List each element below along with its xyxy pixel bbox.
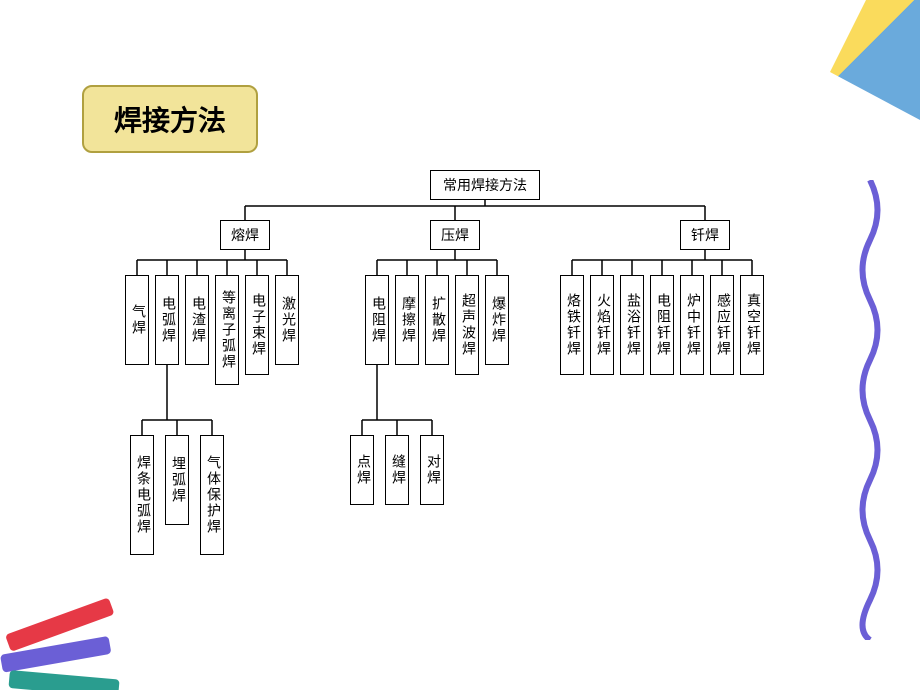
tree-node: 点焊 bbox=[350, 435, 374, 505]
tree-node: 钎焊 bbox=[680, 220, 730, 250]
tree-node: 激光焊 bbox=[275, 275, 299, 365]
tree-node: 埋弧焊 bbox=[165, 435, 189, 525]
tree-node: 火焰钎焊 bbox=[590, 275, 614, 375]
tree-node: 电弧焊 bbox=[155, 275, 179, 365]
tree-node: 对焊 bbox=[420, 435, 444, 505]
tree-node: 爆炸焊 bbox=[485, 275, 509, 365]
squiggle-decoration bbox=[855, 180, 885, 640]
tree-node: 气焊 bbox=[125, 275, 149, 365]
tree-node: 摩擦焊 bbox=[395, 275, 419, 365]
tree-node: 气体保护焊 bbox=[200, 435, 224, 555]
tree-node: 熔焊 bbox=[220, 220, 270, 250]
tree-node: 炉中钎焊 bbox=[680, 275, 704, 375]
page-title: 焊接方法 bbox=[82, 85, 258, 153]
tree-node: 超声波焊 bbox=[455, 275, 479, 375]
tree-node: 烙铁钎焊 bbox=[560, 275, 584, 375]
welding-tree-chart: 常用焊接方法熔焊 压焊 钎焊气焊电弧焊电渣焊等离子弧焊电子束焊激光焊 电阻焊摩擦焊扩散… bbox=[100, 170, 860, 590]
tree-node: 电阻钎焊 bbox=[650, 275, 674, 375]
tree-node: 等离子弧焊 bbox=[215, 275, 239, 385]
tree-node: 真空钎焊 bbox=[740, 275, 764, 375]
pencil-decoration bbox=[830, 0, 920, 120]
tree-node: 盐浴钎焊 bbox=[620, 275, 644, 375]
tree-node: 焊条电弧焊 bbox=[130, 435, 154, 555]
tree-node: 扩散焊 bbox=[425, 275, 449, 365]
tree-node: 常用焊接方法 bbox=[430, 170, 540, 200]
tree-node: 电阻焊 bbox=[365, 275, 389, 365]
tree-node: 电渣焊 bbox=[185, 275, 209, 365]
tree-node: 感应钎焊 bbox=[710, 275, 734, 375]
tree-node: 压焊 bbox=[430, 220, 480, 250]
tree-node: 缝焊 bbox=[385, 435, 409, 505]
crayons-decoration bbox=[0, 580, 150, 690]
tree-node: 电子束焊 bbox=[245, 275, 269, 375]
